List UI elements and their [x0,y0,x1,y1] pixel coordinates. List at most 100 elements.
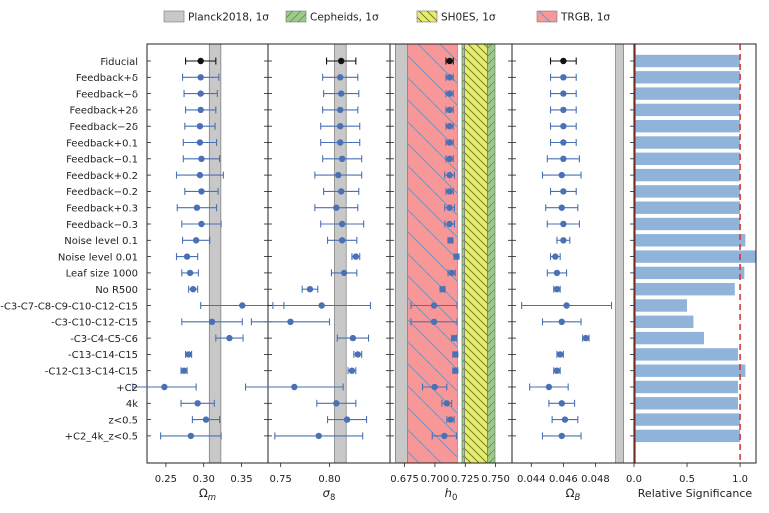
significance-bar [634,201,741,214]
data-point [452,351,459,358]
significance-bar [634,168,741,182]
significance-bar [634,120,741,133]
row-label: -C3-C10-C12-C15 [51,318,138,329]
errorbar [320,139,361,146]
errorbar [326,416,368,424]
legend-hatch [286,11,306,22]
legend-item: Planck2018, 1σ [163,10,269,24]
errorbar [521,302,613,309]
errorbar [347,367,357,375]
data-point [430,302,438,309]
x-tick-label: 0.0 [626,474,642,485]
data-point [560,139,567,146]
data-point [197,106,204,114]
errorbar [323,90,360,98]
significance-bar [634,103,741,117]
x-axis-label: σ8 [323,486,336,503]
panel-significance: 0.0 0.5 1.0 Relative Significance [626,43,757,500]
significance-bar [634,185,741,198]
data-point [338,57,345,65]
data-point [348,367,356,374]
panel-frame [633,43,757,464]
data-point [560,57,567,65]
legend-hatch [537,11,557,22]
row-label: -C3-C7-C8-C9-C10-C12-C15 [0,301,138,312]
significance-bar [634,250,756,263]
significance-bar [634,71,741,84]
significance-bar [634,397,738,410]
data-point [446,123,453,130]
data-point [552,253,559,260]
errorbar [445,155,454,163]
row-label: Leaf size 1000 [66,269,138,280]
errorbar [185,350,193,358]
errorbar [444,171,456,179]
data-point [193,204,201,211]
data-point [553,269,561,277]
errorbar [444,204,456,212]
x-tick-label: 0.75 [270,474,292,485]
errorbar [215,334,244,342]
data-point [446,139,453,146]
errorbar [549,139,577,146]
errorbar [431,432,458,440]
data-point [452,367,459,374]
data-point [560,237,567,244]
row-label: Feedback+δ [76,73,138,84]
errorbar [274,432,364,440]
data-point [333,400,340,407]
errorbar [553,367,561,375]
data-point [446,155,453,162]
errorbar [541,432,582,440]
data-point [563,302,570,309]
data-point [291,383,298,391]
errorbar [301,285,319,293]
x-tick-label: 0.750 [481,474,510,485]
errorbar [320,220,365,228]
data-point [338,220,346,228]
row-label: -C3-C4-C5-C6 [70,334,138,345]
errorbar [582,334,590,342]
significance-bar [634,380,738,394]
errorbar [553,285,561,293]
row-label: Feedback−2δ [70,122,138,133]
errorbar [183,90,218,98]
errorbar [132,383,197,391]
data-point [208,318,216,325]
panel-1: 0.25 0.30 0.35 Ωm [132,43,285,503]
errorbar [160,432,222,440]
data-point [354,351,361,358]
band-planck [208,43,222,464]
data-point [338,188,345,195]
data-point [448,269,455,277]
data-point [556,351,564,358]
data-point [431,383,438,391]
significance-bar [634,136,741,149]
data-point [447,416,454,423]
data-point [287,318,294,325]
row-label: Feedback−0.3 [66,220,138,231]
errorbar [452,367,459,375]
row-labels: Fiducial Feedback+δ Feedback−δ Feedback+2δ F… [0,57,138,443]
row-label: +C2 [116,383,138,394]
data-point [558,318,565,325]
data-point [202,416,210,423]
data-point [446,57,453,65]
errorbar [445,187,454,195]
x-tick-label: 0.35 [230,474,252,485]
panel-frame [146,43,269,464]
x-tick-label: 0.675 [390,474,419,485]
data-point [446,171,453,179]
significance-bar [634,266,745,280]
data-point [338,90,345,97]
row-label: Noise level 0.1 [64,236,138,247]
errorbar [185,57,217,65]
row-label: -C13-C14-C15 [68,350,138,361]
errorbar [556,350,564,358]
significance-bar [634,283,735,296]
legend-item: SH0ES, 1σ [416,10,496,24]
row-label: Feedback−0.2 [66,187,138,198]
